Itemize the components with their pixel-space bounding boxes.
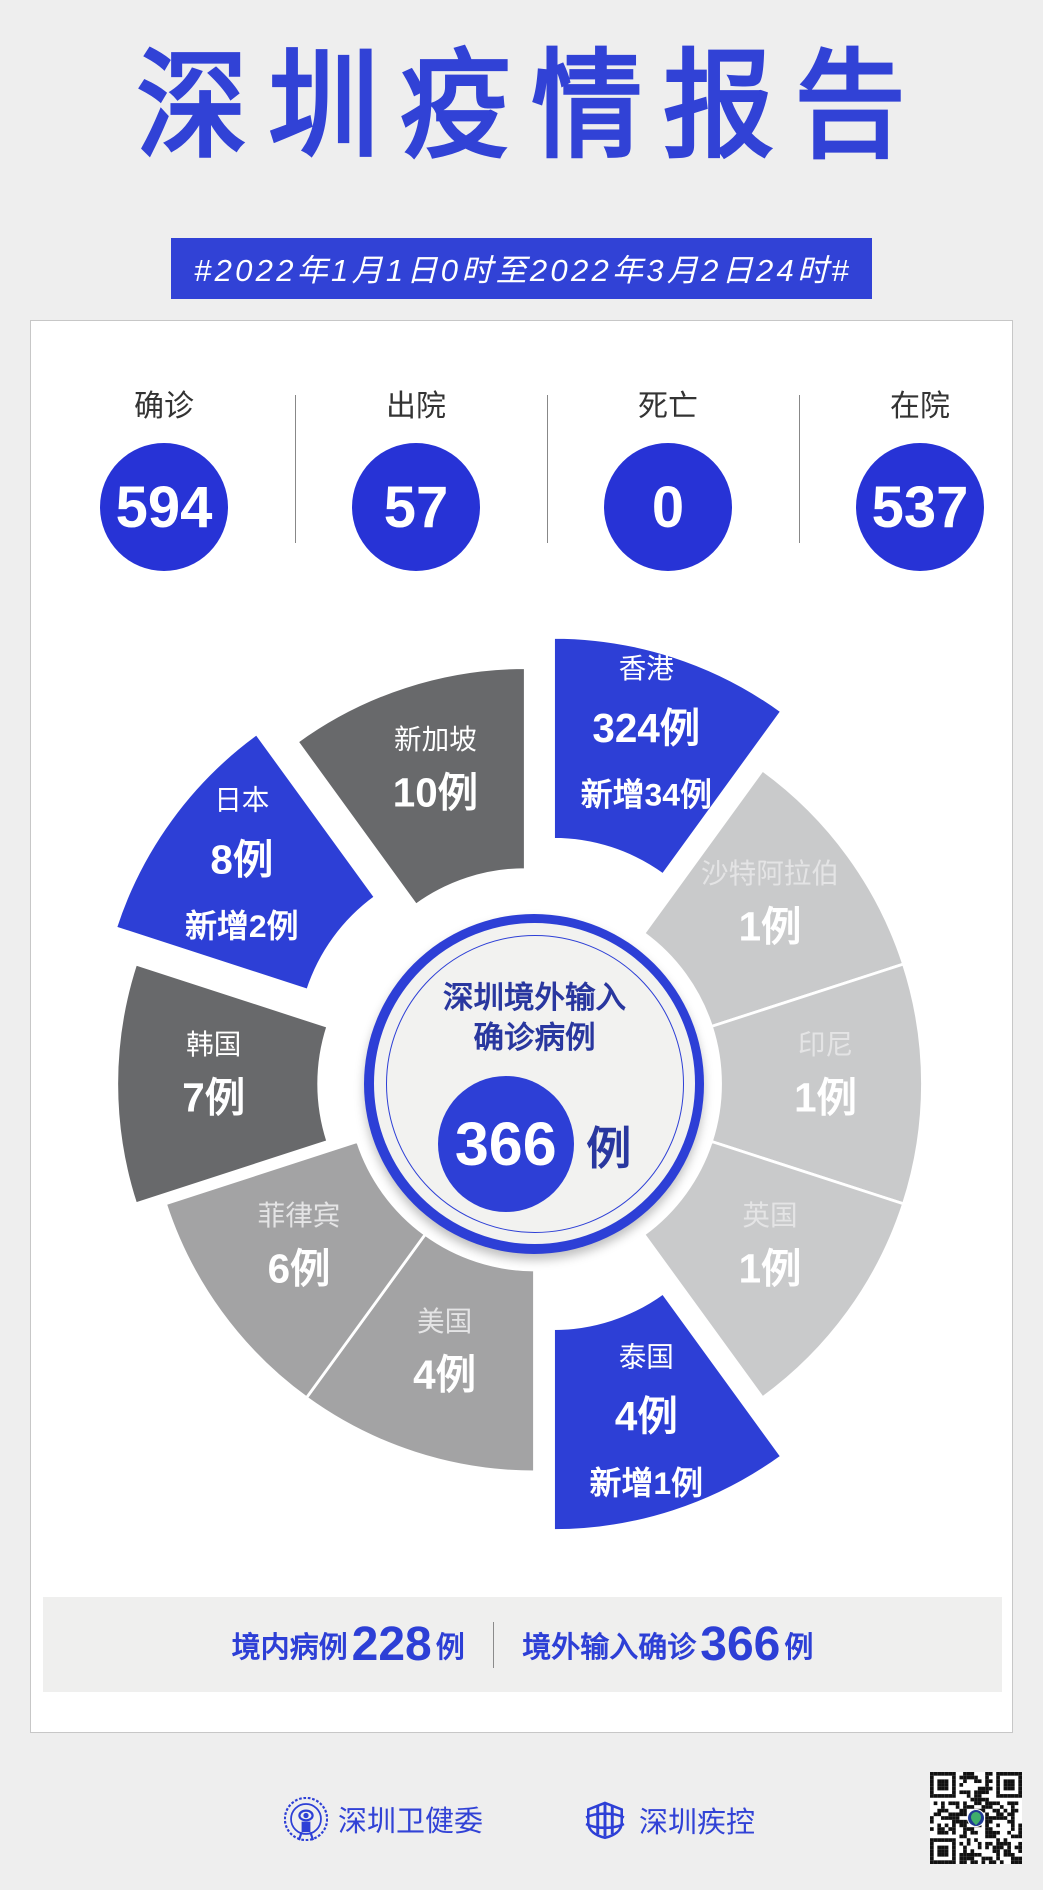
svg-text:沙特阿拉伯: 沙特阿拉伯 bbox=[701, 858, 839, 889]
svg-text:324例: 324例 bbox=[592, 705, 700, 751]
svg-text:菲律宾: 菲律宾 bbox=[258, 1200, 341, 1231]
svg-text:韩国: 韩国 bbox=[186, 1029, 241, 1060]
svg-text:美国: 美国 bbox=[417, 1306, 472, 1337]
svg-text:新增2例: 新增2例 bbox=[185, 908, 298, 944]
svg-text:新加坡: 新加坡 bbox=[394, 724, 477, 755]
svg-text:新增1例: 新增1例 bbox=[590, 1465, 703, 1501]
svg-text:香港: 香港 bbox=[619, 653, 675, 684]
svg-text:新增34例: 新增34例 bbox=[581, 777, 712, 813]
svg-text:英国: 英国 bbox=[742, 1200, 797, 1231]
svg-text:4例: 4例 bbox=[615, 1393, 678, 1439]
svg-text:7例: 7例 bbox=[182, 1075, 245, 1121]
svg-text:4例: 4例 bbox=[413, 1351, 476, 1397]
svg-text:1例: 1例 bbox=[794, 1075, 857, 1121]
svg-text:10例: 10例 bbox=[393, 770, 478, 816]
svg-text:1例: 1例 bbox=[739, 904, 802, 950]
svg-text:1例: 1例 bbox=[739, 1246, 802, 1292]
svg-text:泰国: 泰国 bbox=[619, 1341, 674, 1372]
svg-text:8例: 8例 bbox=[210, 836, 273, 882]
svg-text:6例: 6例 bbox=[268, 1246, 331, 1292]
svg-text:印尼: 印尼 bbox=[798, 1029, 853, 1060]
svg-text:日本: 日本 bbox=[214, 785, 269, 816]
